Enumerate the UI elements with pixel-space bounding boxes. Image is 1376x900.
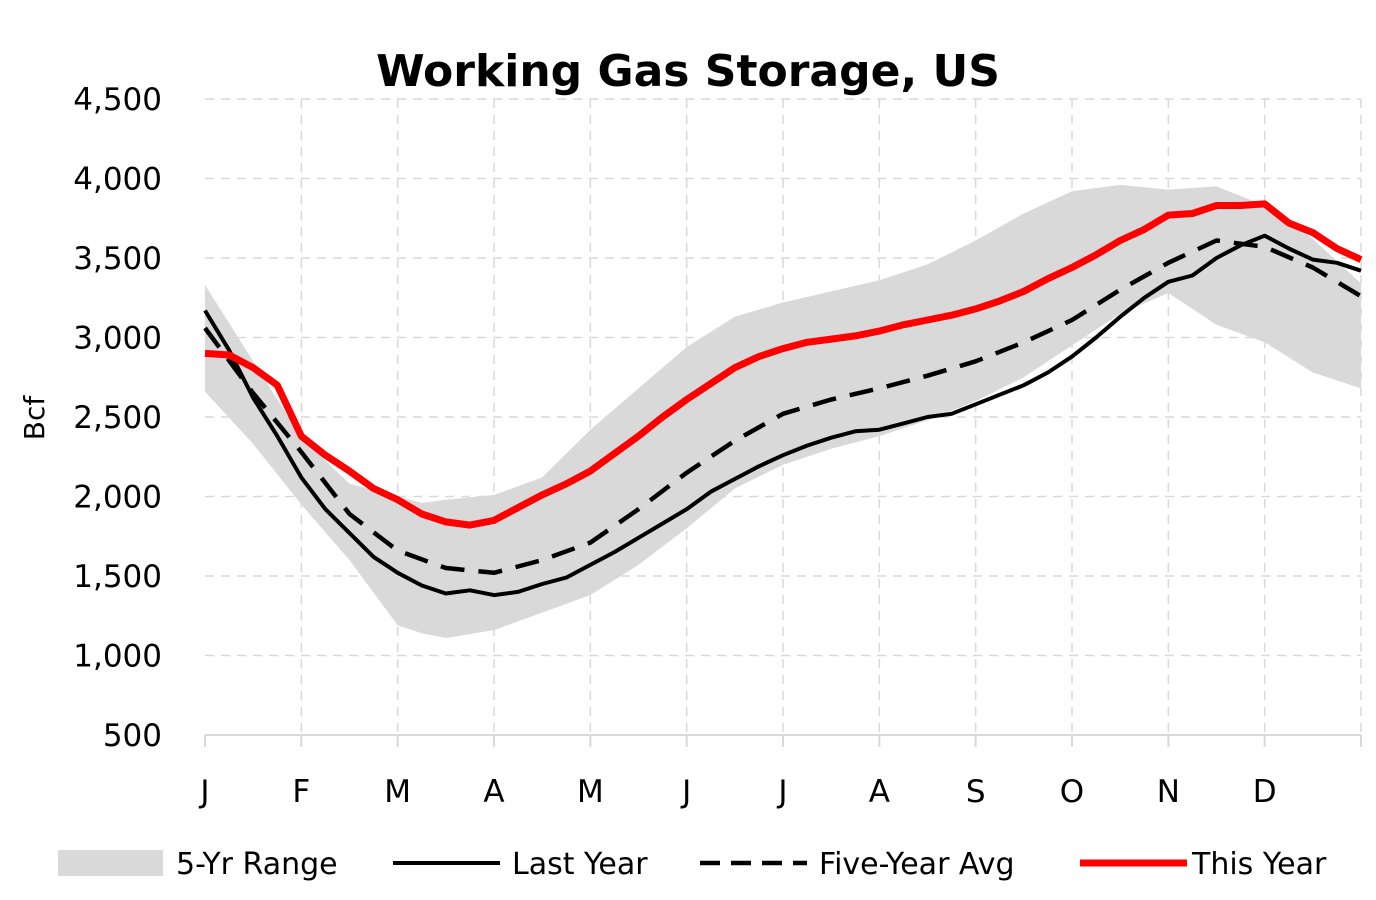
y-tick-label: 2,500 bbox=[73, 400, 162, 436]
series-line-this-year bbox=[204, 200, 1363, 529]
legend-label-five-year-avg: Five-Year Avg bbox=[819, 847, 1015, 882]
x-tick-label: M bbox=[384, 774, 411, 810]
y-tick-label: 3,500 bbox=[73, 241, 162, 277]
y-tick-label: 3,000 bbox=[73, 321, 162, 357]
legend-swatch-5-yr-range bbox=[58, 850, 163, 876]
range-band-5yr bbox=[205, 184, 1361, 638]
x-tick-label: N bbox=[1157, 774, 1180, 810]
axes-layer bbox=[204, 734, 1362, 747]
y-tick-label: 1,000 bbox=[73, 639, 162, 675]
legend-label-5-yr-range: 5-Yr Range bbox=[176, 847, 338, 882]
x-tick-label: M bbox=[577, 774, 604, 810]
series-line-five-year-avg bbox=[203, 238, 1363, 576]
y-tick-label: 1,500 bbox=[73, 559, 162, 595]
y-tick-label: 2,000 bbox=[73, 480, 162, 516]
x-tick-label: J bbox=[776, 774, 787, 810]
x-tick-label: F bbox=[292, 774, 310, 810]
x-tick-label: A bbox=[869, 774, 890, 810]
y-axis-label: Bcf bbox=[18, 395, 51, 441]
series-layer bbox=[203, 200, 1363, 598]
legend: 5-Yr Range Last Year Five-Year Avg This Yea… bbox=[58, 847, 1327, 882]
x-tick-label: D bbox=[1253, 774, 1277, 810]
x-tick-label: J bbox=[680, 774, 691, 810]
legend-label-this-year: This Year bbox=[1191, 847, 1327, 882]
x-tick-label: S bbox=[966, 774, 986, 810]
chart-title: Working Gas Storage, US bbox=[376, 46, 1000, 97]
x-tick-label: O bbox=[1060, 774, 1084, 810]
legend-label-last-year: Last Year bbox=[512, 847, 648, 882]
x-tick-label: J bbox=[198, 774, 209, 810]
range-band-layer bbox=[205, 184, 1361, 638]
y-tick-labels: 500 1,000 1,500 2,000 2,500 3,000 3,500 4,000 4,… bbox=[73, 82, 162, 754]
y-tick-label: 4,500 bbox=[73, 82, 162, 118]
y-tick-label: 500 bbox=[103, 718, 162, 754]
x-tick-label: A bbox=[483, 774, 504, 810]
series-line-last-year bbox=[203, 233, 1362, 598]
y-tick-label: 4,000 bbox=[73, 162, 162, 198]
